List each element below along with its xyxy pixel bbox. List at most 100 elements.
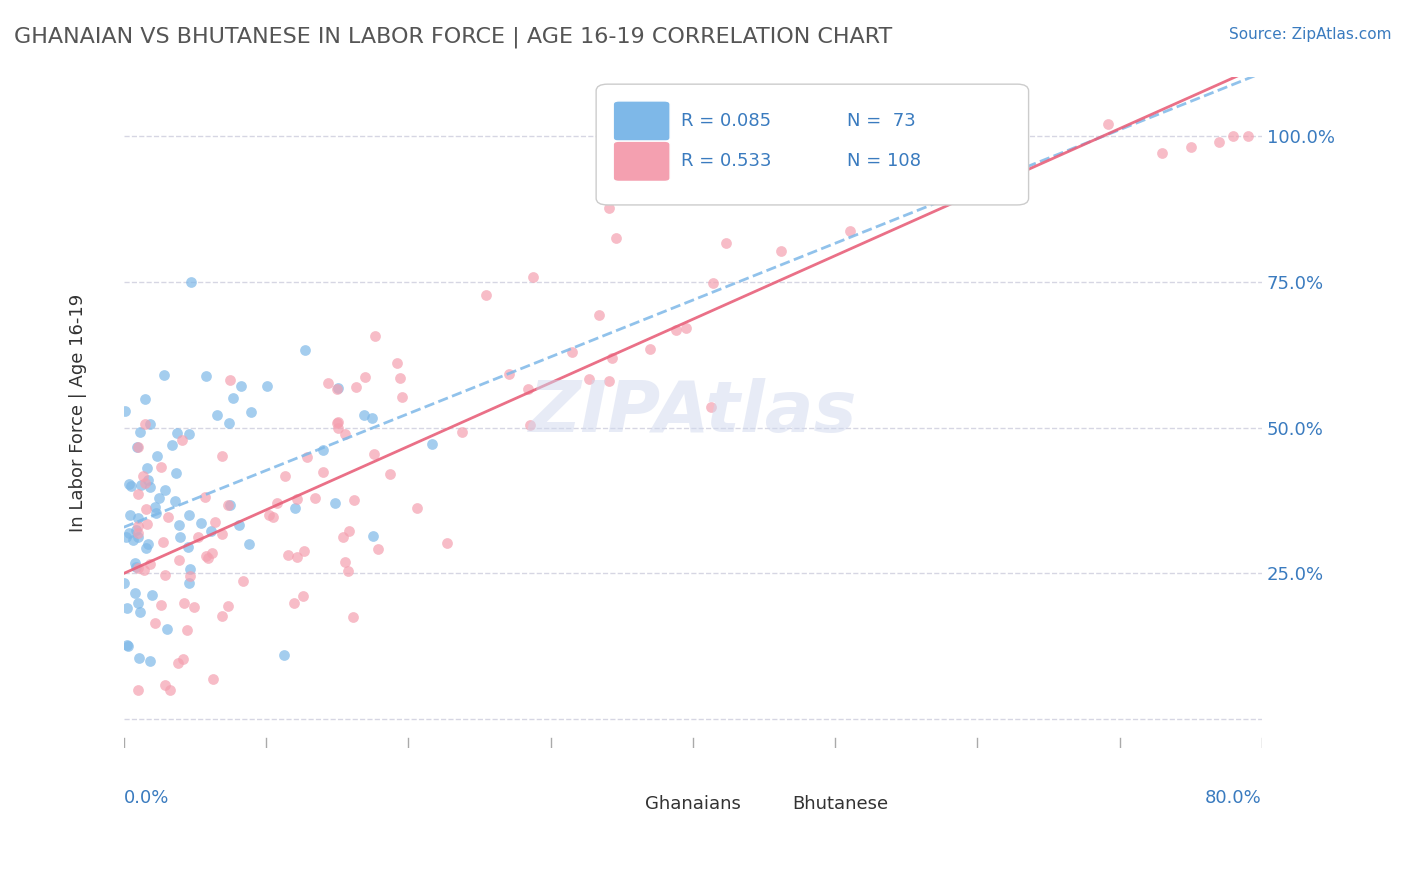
Point: [219, 498, 242, 512]
Point: [134, 476, 156, 491]
Point: [150, 599, 173, 613]
Point: [217, 498, 239, 512]
Point: [420, 437, 443, 451]
Text: N =  73: N = 73: [846, 112, 915, 130]
Point: [578, 372, 600, 386]
Point: [127, 525, 149, 540]
Point: [148, 491, 170, 505]
Point: [238, 536, 260, 550]
Point: [277, 549, 299, 563]
Point: [367, 542, 389, 557]
Point: [363, 447, 385, 461]
Point: [143, 500, 166, 515]
Point: [283, 596, 305, 610]
Point: [165, 466, 187, 480]
Point: [118, 477, 141, 491]
Point: [135, 541, 157, 555]
Point: [139, 654, 162, 668]
Point: [516, 382, 538, 396]
Text: N = 108: N = 108: [846, 153, 921, 170]
Point: [156, 510, 179, 524]
Point: [519, 417, 541, 432]
Point: [134, 417, 156, 431]
Point: [197, 551, 219, 566]
Point: [127, 561, 149, 575]
Point: [228, 518, 250, 533]
Point: [124, 556, 146, 570]
Point: [231, 379, 253, 393]
Point: [112, 575, 135, 590]
Point: [127, 440, 149, 454]
Point: [333, 426, 356, 441]
Point: [304, 491, 326, 505]
Point: [170, 433, 193, 447]
Point: [219, 373, 242, 387]
Point: [122, 533, 145, 547]
Point: [194, 490, 217, 504]
Point: [127, 511, 149, 525]
Point: [883, 170, 905, 185]
Point: [127, 530, 149, 544]
Point: [138, 479, 160, 493]
Point: [128, 425, 150, 440]
Text: R = 0.085: R = 0.085: [682, 112, 772, 130]
Point: [201, 546, 224, 560]
Point: [274, 469, 297, 483]
Point: [207, 408, 229, 422]
Point: [153, 368, 176, 382]
Point: [1152, 146, 1174, 161]
Point: [204, 515, 226, 529]
Point: [287, 550, 309, 565]
Point: [136, 473, 159, 487]
Point: [312, 465, 335, 479]
Point: [522, 270, 544, 285]
Point: [325, 496, 347, 510]
FancyBboxPatch shape: [765, 780, 797, 807]
Point: [342, 610, 364, 624]
Point: [115, 638, 138, 652]
Point: [127, 440, 149, 454]
Text: Source: ZipAtlas.com: Source: ZipAtlas.com: [1229, 27, 1392, 42]
Point: [1208, 135, 1230, 149]
Point: [262, 509, 284, 524]
Point: [128, 605, 150, 619]
Point: [120, 508, 142, 523]
Point: [211, 527, 233, 541]
Point: [312, 442, 335, 457]
Point: [364, 329, 387, 343]
Point: [256, 378, 278, 392]
Point: [145, 615, 167, 630]
Point: [153, 678, 176, 692]
Point: [179, 562, 201, 576]
Point: [169, 530, 191, 544]
Text: ZIPAtlas: ZIPAtlas: [529, 378, 858, 448]
Point: [405, 500, 427, 515]
Point: [769, 244, 792, 259]
Point: [389, 371, 412, 385]
Point: [146, 450, 169, 464]
Point: [1236, 128, 1258, 143]
Point: [1097, 117, 1119, 131]
Point: [125, 524, 148, 538]
Point: [292, 589, 315, 603]
Point: [326, 420, 349, 434]
Point: [141, 589, 163, 603]
Point: [675, 320, 697, 334]
Point: [294, 343, 316, 357]
Point: [127, 518, 149, 533]
Point: [284, 500, 307, 515]
Point: [1222, 128, 1244, 143]
Point: [336, 564, 359, 578]
Point: [177, 575, 200, 590]
Point: [136, 460, 159, 475]
Point: [638, 343, 661, 357]
Point: [150, 459, 173, 474]
Point: [665, 323, 688, 337]
Point: [378, 467, 401, 481]
Point: [177, 426, 200, 441]
Point: [297, 450, 319, 464]
Point: [114, 404, 136, 418]
Point: [167, 553, 190, 567]
Point: [179, 508, 201, 523]
Point: [201, 672, 224, 686]
